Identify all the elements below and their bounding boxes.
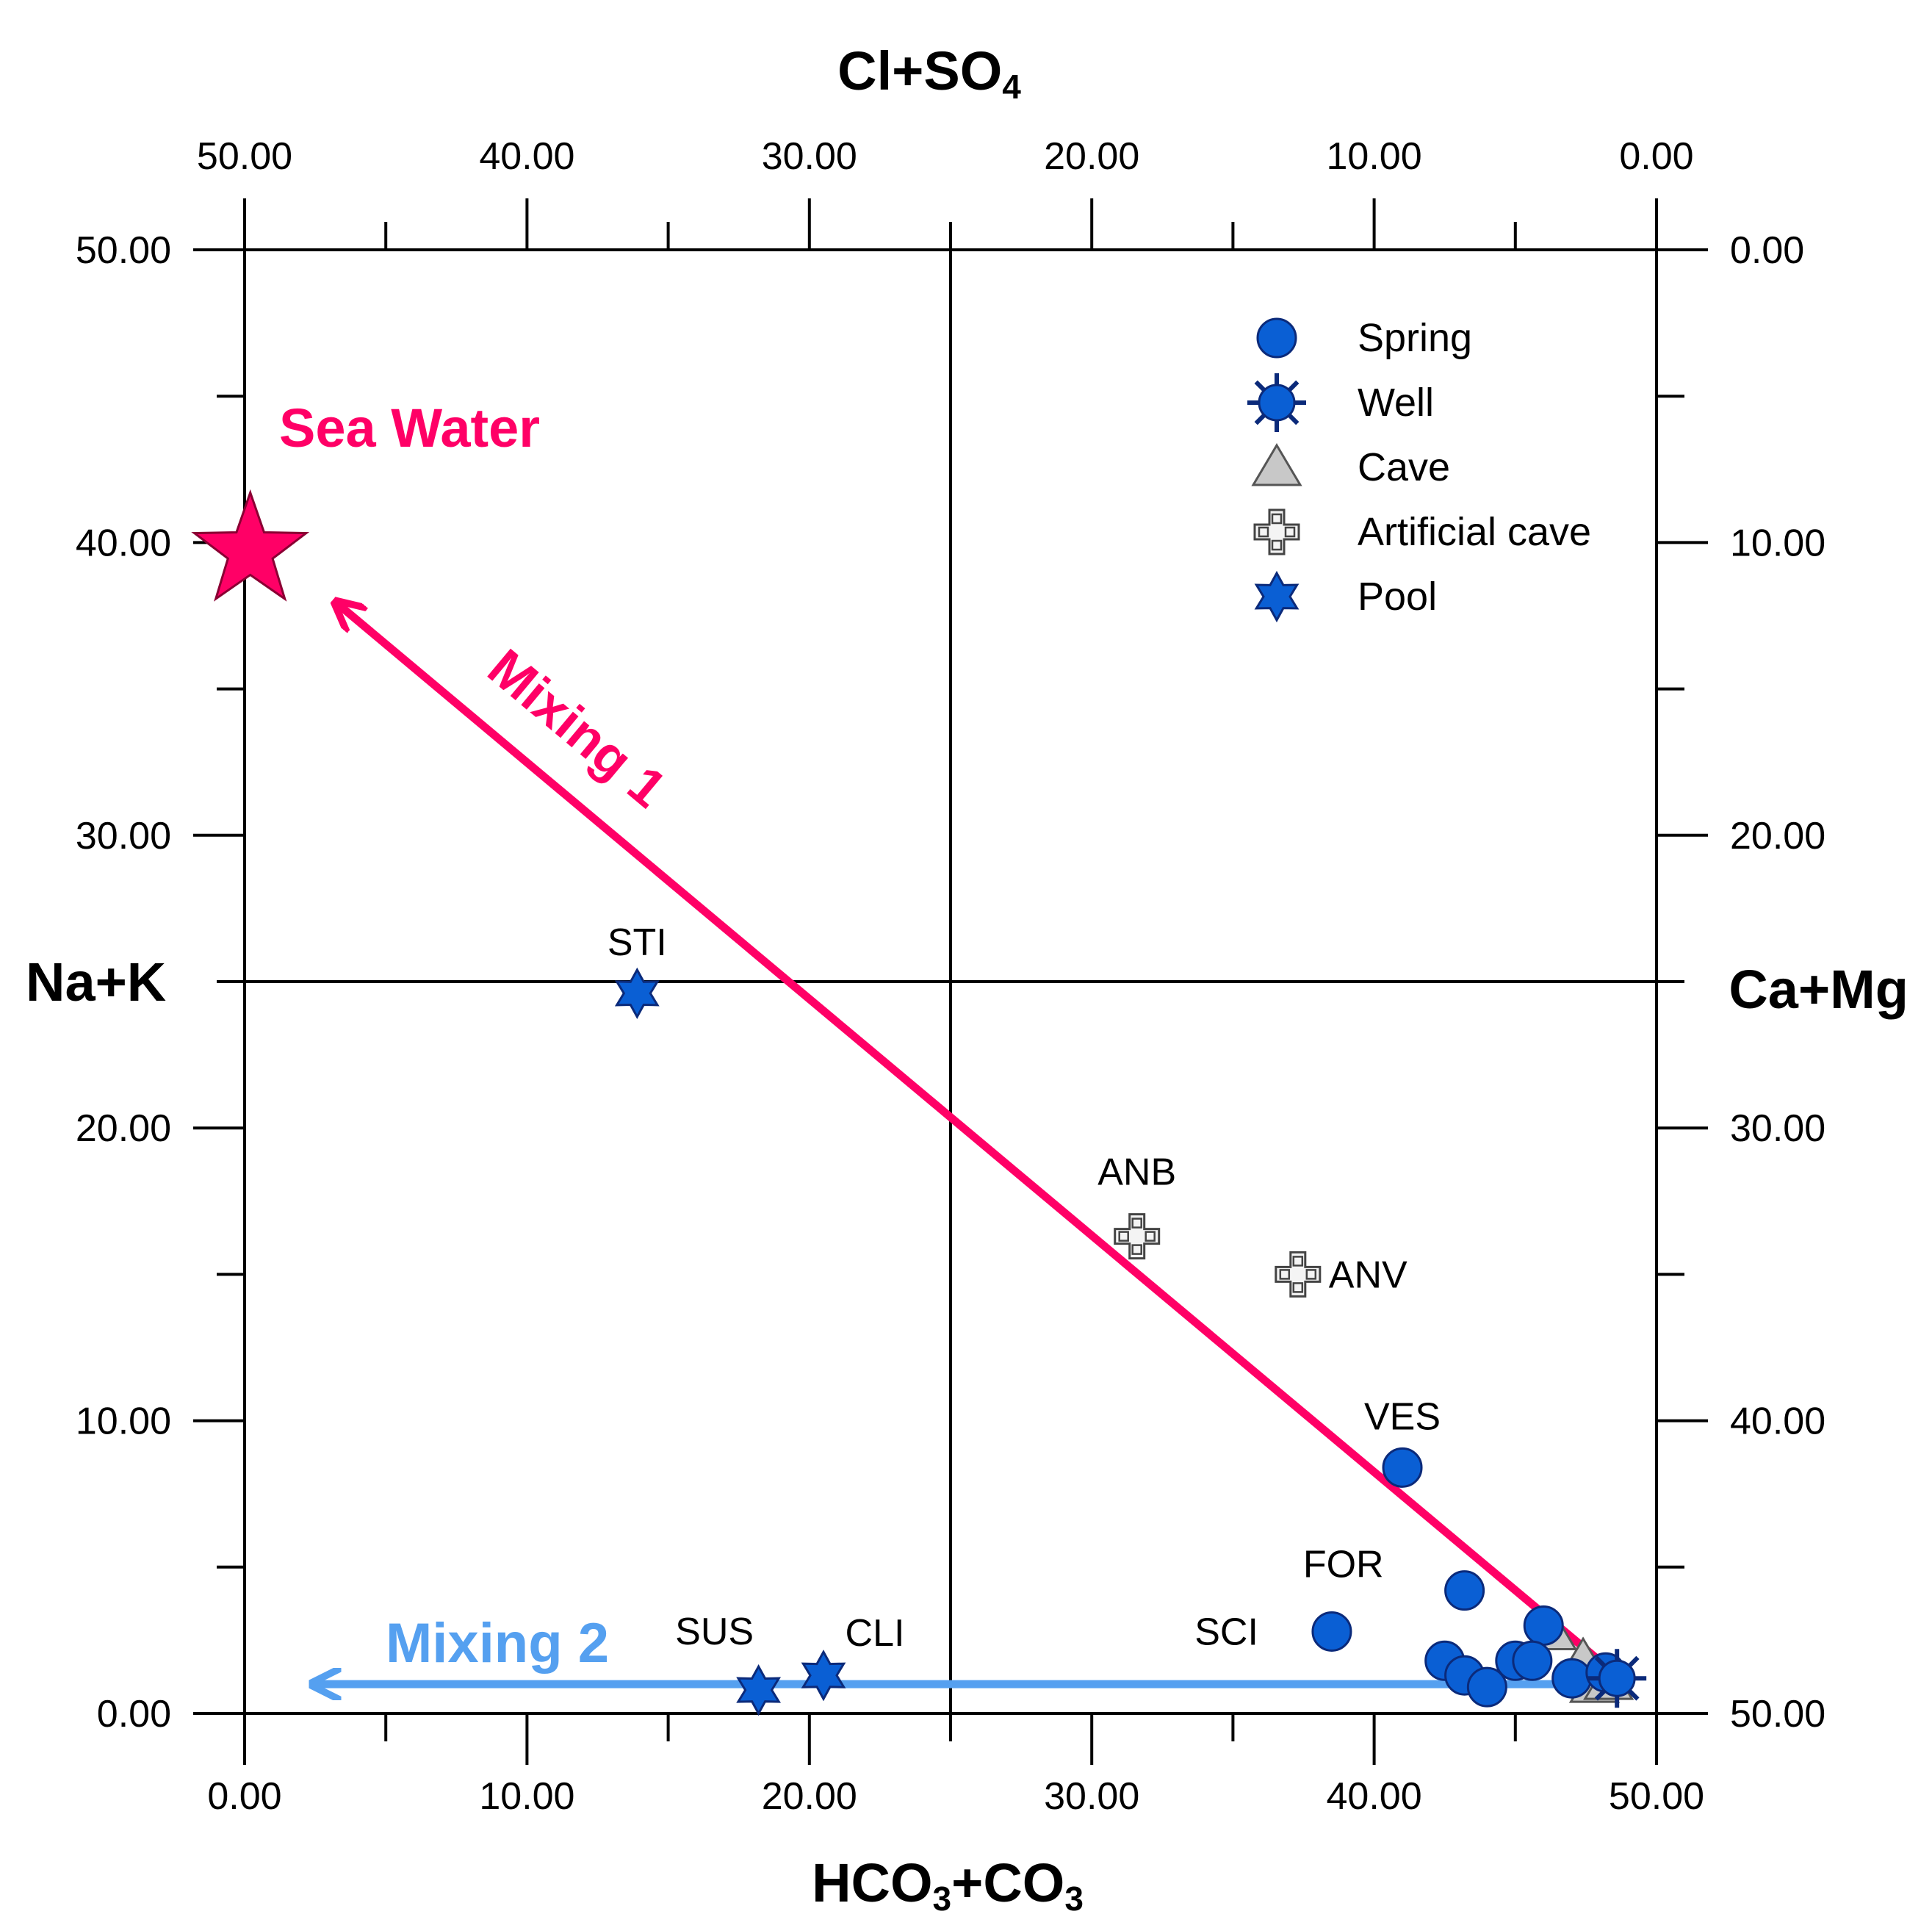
pool-point xyxy=(736,1663,781,1716)
artificial-cave-point-shape xyxy=(1114,1213,1161,1260)
pool-point-shape xyxy=(736,1663,781,1716)
top-tick-label: 50.00 xyxy=(197,135,292,178)
right-tick-label: 40.00 xyxy=(1730,1400,1825,1443)
top-tick-label: 30.00 xyxy=(762,135,857,178)
data-points: VES FOR SCI ANB ANV STI SUS CLI xyxy=(608,921,1647,1716)
legend: Spring Well Cave Artificial cave Pool xyxy=(1247,316,1591,623)
spring-point-shape xyxy=(1466,1666,1507,1708)
axis-titles: Cl+SO4 HCO3+CO3 Na+K Ca+Mg xyxy=(26,40,1908,1918)
axis-ticks: 0.00 50.00 0.00 50.00 10.00 40.00 10.00 40.00 20… xyxy=(76,135,1825,1818)
left-tick-label: 20.00 xyxy=(76,1107,171,1150)
mixing-line-1 xyxy=(338,604,1620,1679)
point-label: VES xyxy=(1364,1395,1441,1438)
artificial-cave-point-shape xyxy=(1275,1251,1322,1298)
right-tick-label: 0.00 xyxy=(1730,229,1804,272)
point-label: ANB xyxy=(1097,1151,1176,1194)
artificial-cave-point-inner xyxy=(1305,1269,1317,1280)
pool-point xyxy=(614,967,660,1020)
spring-point-shape xyxy=(1512,1640,1553,1681)
spring-point-shape xyxy=(1382,1447,1423,1488)
spring-point-shape xyxy=(1444,1570,1485,1611)
pool-point xyxy=(801,1650,846,1702)
point-label: SCI xyxy=(1194,1611,1258,1653)
top-tick-label: 0.00 xyxy=(1619,135,1693,178)
pool-point-shape xyxy=(801,1650,846,1702)
spring-point-shape xyxy=(1551,1658,1593,1699)
bottom-tick-label: 0.00 xyxy=(207,1775,281,1818)
bottom-tick-label: 10.00 xyxy=(479,1775,574,1818)
legend-label: Pool xyxy=(1358,575,1437,619)
legend-marker-hexagram-shape xyxy=(1254,570,1300,623)
sea-water-star xyxy=(191,489,310,602)
artificial-cave-point-inner xyxy=(1292,1282,1304,1293)
legend-marker-starburst xyxy=(1247,373,1306,432)
artificial-cave-point-inner xyxy=(1131,1217,1142,1229)
mixing-1-label: Mixing 1 xyxy=(477,639,677,819)
pool-point-shape xyxy=(614,967,660,1020)
legend-label: Cave xyxy=(1358,445,1450,489)
left-tick-label: 40.00 xyxy=(76,522,171,564)
mixing-2-label: Mixing 2 xyxy=(386,1612,609,1675)
point-label: CLI xyxy=(846,1612,905,1655)
artificial-cave-point-inner xyxy=(1131,1244,1142,1255)
bottom-tick-label: 50.00 xyxy=(1609,1775,1704,1818)
spring-point xyxy=(1466,1666,1507,1708)
legend-marker-cross-inner xyxy=(1271,539,1283,551)
spring-point xyxy=(1444,1570,1485,1611)
legend-marker-hexagram xyxy=(1254,570,1300,623)
legend-label: Spring xyxy=(1358,316,1472,360)
legend-marker-triangle xyxy=(1251,443,1302,486)
spring-point xyxy=(1382,1447,1423,1488)
top-axis-title: Cl+SO4 xyxy=(837,40,1021,106)
bottom-tick-label: 30.00 xyxy=(1044,1775,1139,1818)
top-tick-label: 10.00 xyxy=(1327,135,1422,178)
artificial-cave-point xyxy=(1275,1251,1322,1298)
legend-marker-triangle-shape xyxy=(1251,443,1302,486)
artificial-cave-point-inner xyxy=(1118,1231,1129,1242)
artificial-cave-point-inner xyxy=(1292,1256,1304,1267)
left-tick-label: 0.00 xyxy=(97,1693,171,1735)
legend-marker-cross-inner xyxy=(1258,526,1269,538)
sea-water-label: Sea Water xyxy=(279,398,540,458)
legend-marker-cross xyxy=(1253,508,1300,555)
bottom-tick-label: 20.00 xyxy=(762,1775,857,1818)
left-tick-label: 30.00 xyxy=(76,815,171,857)
right-tick-label: 30.00 xyxy=(1730,1107,1825,1150)
legend-marker-starburst-shape xyxy=(1258,384,1296,422)
spring-point xyxy=(1311,1611,1352,1652)
point-label: ANV xyxy=(1329,1253,1407,1296)
legend-marker-circle xyxy=(1256,317,1297,359)
bottom-tick-label: 40.00 xyxy=(1327,1775,1422,1818)
left-tick-label: 50.00 xyxy=(76,229,171,272)
top-tick-label: 20.00 xyxy=(1044,135,1139,178)
legend-marker-cross-shape xyxy=(1253,508,1300,555)
legend-label: Well xyxy=(1358,381,1434,425)
spring-point xyxy=(1512,1640,1553,1681)
spring-point xyxy=(1523,1605,1564,1646)
legend-marker-cross-inner xyxy=(1284,526,1296,538)
legend-label: Artificial cave xyxy=(1358,510,1591,554)
point-label: FOR xyxy=(1303,1544,1384,1586)
artificial-cave-point-inner xyxy=(1279,1269,1291,1280)
spring-point xyxy=(1551,1658,1593,1699)
right-tick-label: 20.00 xyxy=(1730,815,1825,857)
spring-point-shape xyxy=(1523,1605,1564,1646)
spring-point-shape xyxy=(1311,1611,1352,1652)
well-point xyxy=(1587,1649,1647,1708)
artificial-cave-point xyxy=(1114,1213,1161,1260)
legend-marker-circle-shape xyxy=(1256,317,1297,359)
left-tick-label: 10.00 xyxy=(76,1400,171,1443)
bottom-axis-title: HCO3+CO3 xyxy=(812,1852,1084,1918)
legend-marker-cross-inner xyxy=(1271,513,1283,525)
top-tick-label: 40.00 xyxy=(479,135,574,178)
right-tick-label: 50.00 xyxy=(1730,1693,1825,1735)
point-label: SUS xyxy=(675,1611,754,1653)
point-label: STI xyxy=(608,921,667,964)
artificial-cave-point-inner xyxy=(1145,1231,1156,1242)
left-axis-title: Na+K xyxy=(26,952,166,1012)
right-axis-title: Ca+Mg xyxy=(1729,959,1908,1020)
right-tick-label: 10.00 xyxy=(1730,522,1825,564)
well-point-shape xyxy=(1598,1659,1636,1697)
